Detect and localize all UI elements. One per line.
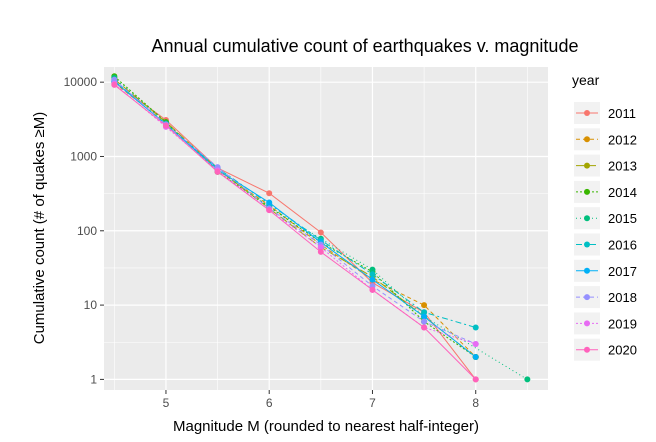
data-point (369, 271, 376, 278)
data-point (162, 122, 169, 129)
legend-item-2016: 2016 (574, 233, 637, 256)
legend-title: year (572, 72, 600, 88)
data-point (421, 302, 428, 309)
legend-item-2014: 2014 (574, 180, 637, 203)
data-point (369, 286, 376, 293)
series-layer (111, 73, 531, 383)
data-point (214, 168, 221, 175)
grid-layer (104, 67, 548, 390)
legend-item-2019: 2019 (574, 312, 637, 335)
legend-item-2013: 2013 (574, 154, 637, 177)
legend-key-point (584, 188, 590, 195)
y-tick-label: 1000 (70, 149, 97, 163)
data-point (421, 324, 428, 331)
legend-key-point (584, 215, 590, 222)
legend-key-point (584, 241, 590, 248)
legend-key-point (584, 320, 590, 327)
legend-label: 2017 (608, 264, 637, 279)
y-tick-label: 10000 (64, 75, 98, 89)
legend-label: 2013 (608, 159, 637, 174)
data-point (111, 81, 118, 88)
data-point (421, 309, 428, 316)
legend: year 2011 2012 2013 2014 2015 2016 2017 2018 201… (572, 72, 637, 361)
data-point (472, 340, 479, 347)
data-point (111, 76, 118, 83)
legend-key-point (584, 346, 590, 353)
legend-label: 2015 (608, 211, 637, 226)
data-point (524, 376, 531, 383)
data-point (472, 354, 479, 361)
legend-label: 2014 (608, 185, 637, 200)
series-line (113, 84, 477, 380)
data-point (317, 248, 324, 255)
legend-item-2011: 2011 (574, 102, 636, 124)
data-point (266, 199, 273, 206)
legend-item-2012: 2012 (574, 128, 637, 151)
series-line (114, 81, 477, 380)
legend-item-2020: 2020 (574, 338, 637, 361)
series-line (113, 79, 476, 345)
legend-label: 2016 (608, 238, 637, 253)
data-point (369, 266, 376, 273)
x-tick-label: 7 (369, 396, 376, 410)
legend-key-point (584, 136, 590, 143)
y-axis-title: Cumulative count (# of quakes ≥M) (31, 112, 48, 345)
legend-key-point (584, 294, 590, 301)
data-point (472, 376, 479, 383)
series-2020 (111, 81, 479, 383)
axis-layer: 5 6 7 8 1 10 100 1000 10000 (64, 75, 480, 410)
data-point (317, 229, 324, 236)
data-point (421, 313, 428, 320)
legend-label: 2020 (608, 343, 637, 358)
legend-item-2015: 2015 (574, 207, 637, 230)
chart-title: Annual cumulative count of earthquakes v… (152, 36, 579, 56)
data-point (472, 324, 479, 331)
legend-key-point (584, 267, 590, 274)
data-point (317, 244, 324, 251)
legend-label: 2018 (608, 290, 637, 305)
plot-panel (104, 67, 548, 390)
legend-label: 2012 (608, 132, 637, 147)
legend-item-2018: 2018 (574, 286, 637, 309)
data-point (369, 276, 376, 283)
x-axis-title: Magnitude M (rounded to nearest half-int… (173, 418, 479, 435)
legend-label: 2011 (608, 106, 636, 121)
legend-label: 2019 (608, 316, 637, 331)
data-point (266, 207, 273, 214)
data-point (421, 318, 428, 325)
legend-key-point (584, 110, 590, 116)
y-tick-label: 1 (90, 372, 97, 386)
y-tick-label: 100 (77, 224, 97, 238)
x-tick-label: 8 (472, 396, 479, 410)
data-point (266, 190, 273, 197)
y-tick-label: 10 (84, 298, 98, 312)
x-tick-label: 6 (266, 396, 273, 410)
legend-item-2017: 2017 (574, 259, 637, 282)
legend-key-point (584, 162, 590, 169)
x-tick-label: 5 (163, 396, 170, 410)
